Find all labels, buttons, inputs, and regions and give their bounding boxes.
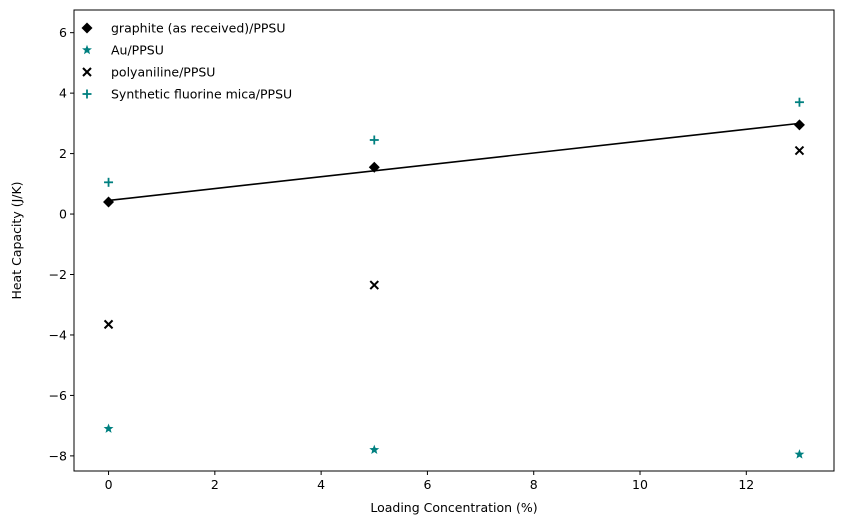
data-point [368,161,380,173]
legend-item: graphite (as received)/PPSU [81,21,286,36]
data-point [104,177,114,187]
data-markers [103,97,805,459]
x-tick-label: 0 [105,477,113,492]
y-tick-label: 2 [59,146,67,161]
legend-label: Au/PPSU [111,43,164,58]
x-tick-label: 2 [211,477,219,492]
y-tick-label: 4 [59,86,67,101]
series-3 [104,97,804,187]
x-tick-label: 12 [738,477,754,492]
y-tick-label: 0 [59,207,67,222]
data-point [794,145,805,156]
y-tick-label: 6 [59,25,67,40]
series-2 [103,145,805,330]
data-point [369,444,380,455]
x-axis: 0 2 4 6 8 10 12 [105,471,754,492]
series-0 [103,119,805,208]
legend-label: Synthetic fluorine mica/PPSU [111,87,292,102]
data-point [103,196,115,208]
legend-marker [81,22,93,34]
data-point [794,97,804,107]
y-tick-label: −8 [49,448,67,463]
axes-frame [73,9,835,472]
series-1 [103,423,805,459]
legend-marker [82,44,92,55]
x-tick-label: 10 [632,477,648,492]
fit-lines [108,122,800,202]
y-tick-label: −4 [49,327,67,342]
data-point [103,319,114,330]
legend-item: Au/PPSU [82,43,164,58]
x-tick-label: 6 [423,477,431,492]
legend-marker [82,89,92,99]
data-point [369,280,379,290]
y-axis-label: Heat Capacity (J/K) [9,181,24,299]
y-tick-label: −6 [49,388,67,403]
x-tick-label: 4 [317,477,325,492]
legend-marker [82,67,92,77]
y-tick-label: −2 [49,267,67,282]
x-axis-label: Loading Concentration (%) [370,500,537,515]
legend-label: polyaniline/PPSU [111,65,215,80]
x-tick-label: 8 [530,477,538,492]
fit-line [108,122,800,202]
data-point [793,119,805,131]
data-point [369,135,379,145]
legend: graphite (as received)/PPSU Au/PPSU polyan… [81,21,292,102]
y-axis: −8 −6 −4 −2 0 2 4 6 [49,25,74,463]
legend-label: graphite (as received)/PPSU [111,21,286,36]
legend-item: Synthetic fluorine mica/PPSU [82,87,292,102]
data-point [103,423,114,433]
data-point [794,449,805,459]
legend-item: polyaniline/PPSU [82,65,215,80]
